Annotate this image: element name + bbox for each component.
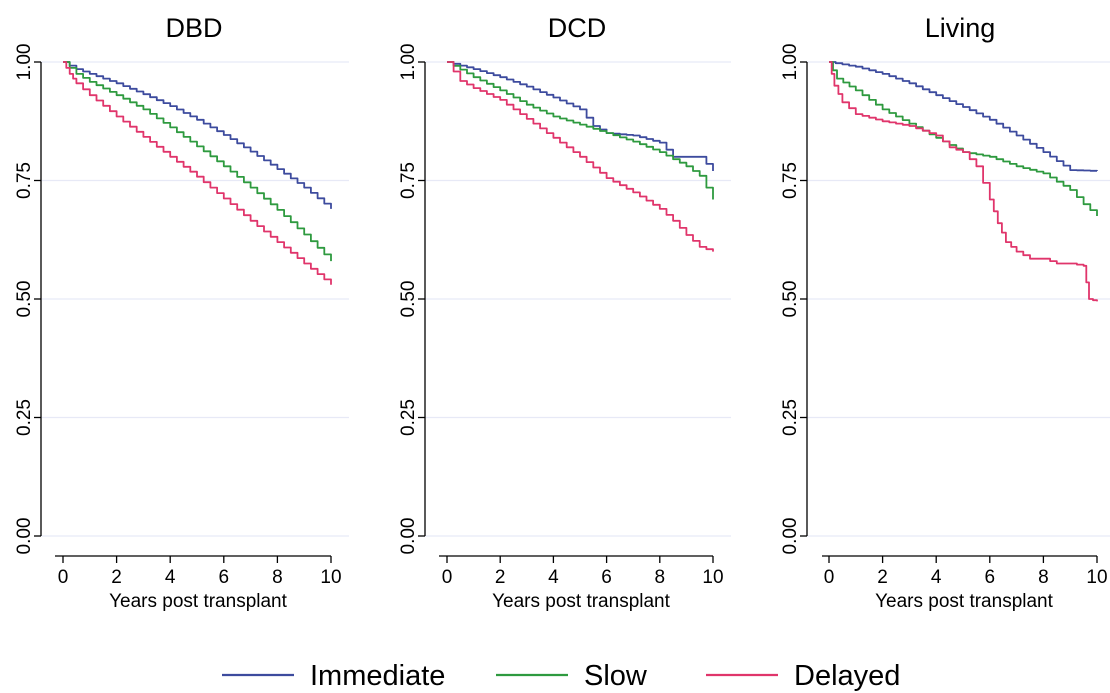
y-tick-label: 0.50 <box>14 281 35 318</box>
x-tick-label: 8 <box>1038 567 1049 588</box>
series-line-slow <box>829 61 1098 216</box>
panel-dcd: 0.00 0.25 0.50 0.75 1.00 0 2 4 6 8 10 Years post tr… <box>398 13 731 612</box>
y-tick-label: 0.00 <box>14 518 35 555</box>
panel-title: Living <box>925 13 996 43</box>
legend-item-slow: Slow <box>496 660 648 692</box>
x-tick-label: 4 <box>931 567 942 588</box>
x-tick-label: 0 <box>58 567 69 588</box>
panel-title: DBD <box>165 13 222 43</box>
y-tick-label: 0.00 <box>398 518 419 555</box>
series-line-immediate <box>63 61 332 209</box>
series-line-slow <box>63 61 332 262</box>
y-tick-label: 0.50 <box>398 281 419 318</box>
legend-label: Immediate <box>310 660 445 692</box>
legend-item-immediate: Immediate <box>222 660 445 692</box>
x-axis-label: Years post transplant <box>875 591 1054 612</box>
y-tick-label: 1.00 <box>14 44 35 81</box>
series-line-delayed <box>829 61 1098 302</box>
y-tick-label: 0.00 <box>780 518 801 555</box>
y-tick-label: 0.75 <box>14 162 35 199</box>
x-tick-label: 6 <box>601 567 612 588</box>
series-line-slow <box>447 61 714 200</box>
x-tick-label: 0 <box>824 567 835 588</box>
x-tick-label: 10 <box>1086 567 1107 588</box>
y-tick-label: 0.25 <box>398 399 419 436</box>
y-tick-label: 1.00 <box>398 44 419 81</box>
x-tick-label: 10 <box>320 567 341 588</box>
x-axis-label: Years post transplant <box>492 591 671 612</box>
legend-item-delayed: Delayed <box>706 660 900 692</box>
y-tick-label: 0.25 <box>780 399 801 436</box>
series-line-immediate <box>829 61 1098 172</box>
panel-title: DCD <box>548 13 607 43</box>
x-tick-label: 2 <box>495 567 506 588</box>
x-tick-label: 2 <box>111 567 122 588</box>
x-tick-label: 10 <box>702 567 723 588</box>
panel-living: 0.00 0.25 0.50 0.75 1.00 0 2 4 6 8 10 Years post tr… <box>780 13 1110 612</box>
x-tick-label: 8 <box>272 567 283 588</box>
x-tick-label: 6 <box>985 567 996 588</box>
x-tick-label: 4 <box>165 567 176 588</box>
x-tick-label: 4 <box>548 567 559 588</box>
legend: Immediate Slow Delayed <box>222 660 900 692</box>
x-tick-label: 8 <box>655 567 666 588</box>
series-line-delayed <box>447 61 714 252</box>
y-tick-label: 0.75 <box>780 162 801 199</box>
panel-dbd: 0.00 0.25 0.50 0.75 1.00 0 2 4 6 8 10 Years post tr… <box>14 13 349 612</box>
series-line-delayed <box>63 61 332 285</box>
y-tick-label: 0.50 <box>780 281 801 318</box>
y-tick-label: 0.25 <box>14 399 35 436</box>
series-line-immediate <box>447 61 714 171</box>
x-tick-label: 6 <box>219 567 230 588</box>
legend-label: Delayed <box>794 660 900 692</box>
y-tick-label: 0.75 <box>398 162 419 199</box>
x-tick-label: 0 <box>442 567 453 588</box>
legend-label: Slow <box>584 660 648 692</box>
x-axis-label: Years post transplant <box>109 591 288 612</box>
x-tick-label: 2 <box>877 567 888 588</box>
y-tick-label: 1.00 <box>780 44 801 81</box>
